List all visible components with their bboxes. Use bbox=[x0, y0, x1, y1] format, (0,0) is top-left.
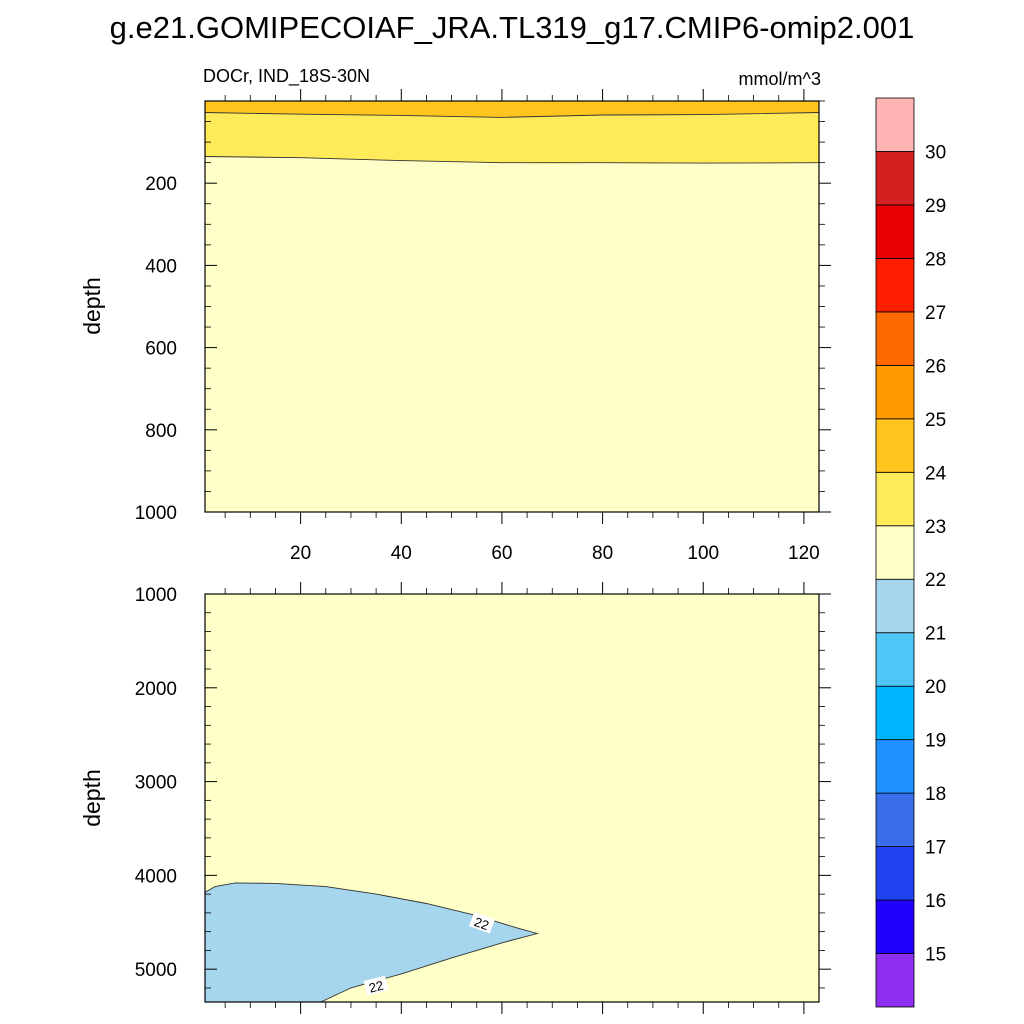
x-tick-label: 40 bbox=[391, 543, 412, 564]
colorbar-swatch bbox=[875, 578, 915, 634]
colorbar-swatch bbox=[875, 418, 915, 473]
upper-y-tick-label: 800 bbox=[145, 421, 177, 442]
x-tick-label: 60 bbox=[491, 543, 512, 564]
colorbar-level-label: 29 bbox=[925, 196, 946, 217]
colorbar-swatch bbox=[875, 525, 915, 580]
colorbar-level-label: 30 bbox=[925, 143, 946, 164]
upper-x-ticks: 20 40 60 80 100 120 bbox=[224, 89, 820, 564]
upper-region-24-25 bbox=[205, 101, 819, 118]
upper-plot-frame bbox=[204, 100, 820, 513]
upper-y-axis-label: depth bbox=[79, 277, 105, 335]
contour-label: 22 bbox=[363, 975, 389, 996]
upper-panel: 20 40 60 80 100 120 200 400 600 800 1000 depth bbox=[79, 89, 831, 564]
colorbar-level-label: 21 bbox=[925, 624, 946, 645]
upper-y-tick-label: 200 bbox=[145, 174, 177, 195]
lower-region-21-22 bbox=[205, 882, 538, 1002]
upper-contour-fills bbox=[205, 101, 819, 512]
colorbar-level-label: 28 bbox=[925, 249, 946, 270]
variable-region-label: DOCr, IND_18S-30N bbox=[203, 66, 370, 87]
colorbar-swatch bbox=[875, 899, 915, 954]
colorbar-level-label: 26 bbox=[925, 356, 946, 377]
upper-background-fill bbox=[205, 101, 819, 512]
contour-label-text: 22 bbox=[367, 978, 385, 996]
colorbar-swatch bbox=[875, 685, 915, 741]
figure-title: g.e21.GOMIPECOIAF_JRA.TL319_g17.CMIP6-om… bbox=[110, 10, 915, 45]
upper-region-23-24 bbox=[205, 101, 819, 164]
lower-y-axis-label: depth bbox=[79, 769, 105, 827]
lower-contour-fills bbox=[205, 594, 819, 1002]
colorbar-level-label: 17 bbox=[925, 838, 946, 859]
upper-y-ticks: 200 400 600 800 1000 bbox=[135, 100, 831, 524]
lower-x-ticks bbox=[224, 582, 805, 1014]
colorbar: 15 16 17 18 19 20 21 22 23 24 25 26 27 28 29 30 bbox=[875, 97, 947, 1008]
units-label: mmol/m^3 bbox=[739, 69, 821, 89]
lower-y-tick-label: 1000 bbox=[135, 585, 177, 606]
x-tick-label: 20 bbox=[290, 543, 311, 564]
colorbar-level-label: 27 bbox=[925, 303, 946, 324]
lower-y-tick-label: 2000 bbox=[135, 679, 177, 700]
colorbar-swatch bbox=[875, 204, 915, 259]
contour-label-box bbox=[469, 911, 495, 934]
colorbar-level-label: 20 bbox=[925, 677, 946, 698]
colorbar-swatch bbox=[875, 632, 915, 687]
colorbar-level-label: 22 bbox=[925, 570, 946, 591]
colorbar-swatch bbox=[875, 258, 915, 313]
upper-contour-line-24 bbox=[205, 112, 819, 118]
lower-y-tick-label: 5000 bbox=[135, 960, 177, 981]
colorbar-swatch bbox=[875, 846, 915, 901]
upper-y-tick-label: 600 bbox=[145, 339, 177, 360]
contour-label-text: 22 bbox=[472, 914, 491, 933]
x-tick-label: 120 bbox=[788, 543, 820, 564]
colorbar-swatch bbox=[875, 151, 915, 206]
colorbar-swatch bbox=[875, 739, 915, 794]
x-tick-label: 100 bbox=[687, 543, 719, 564]
colorbar-swatch bbox=[875, 364, 915, 420]
colorbar-swatch bbox=[875, 97, 915, 152]
colorbar-swatch bbox=[875, 792, 915, 847]
colorbar-level-label: 19 bbox=[925, 731, 946, 752]
colorbar-level-label: 23 bbox=[925, 517, 946, 538]
colorbar-level-label: 24 bbox=[925, 463, 947, 484]
lower-y-tick-label: 3000 bbox=[135, 773, 177, 794]
contour-label: 22 bbox=[469, 911, 495, 934]
upper-contour-line-23 bbox=[205, 156, 819, 164]
upper-y-tick-label: 1000 bbox=[135, 503, 177, 524]
lower-plot-frame bbox=[204, 593, 820, 1003]
contour-label-box bbox=[363, 975, 389, 996]
colorbar-swatch bbox=[875, 953, 915, 1008]
colorbar-level-label: 16 bbox=[925, 891, 946, 912]
colorbar-swatch bbox=[875, 471, 915, 527]
colorbar-swatch bbox=[875, 311, 915, 366]
colorbar-level-label: 18 bbox=[925, 784, 946, 805]
colorbar-level-label: 25 bbox=[925, 410, 946, 431]
colorbar-level-label: 15 bbox=[925, 945, 946, 966]
upper-contour-lines bbox=[205, 112, 819, 164]
lower-panel: 22 22 1000 2000 3000 4000 5000 depth bbox=[79, 582, 831, 1014]
x-tick-label: 80 bbox=[592, 543, 613, 564]
lower-y-ticks: 1000 2000 3000 4000 5000 bbox=[135, 585, 831, 989]
upper-y-tick-label: 400 bbox=[145, 256, 177, 277]
lower-contour-labels: 22 22 bbox=[363, 911, 495, 996]
lower-y-tick-label: 4000 bbox=[135, 866, 177, 887]
